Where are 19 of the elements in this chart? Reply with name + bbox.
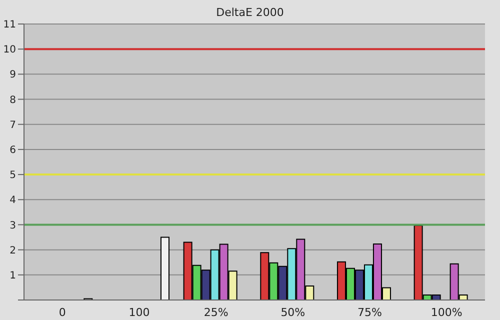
- x-tick-label: 50%: [280, 306, 306, 319]
- y-tick-label: 10: [3, 44, 16, 56]
- y-tick-label: 11: [3, 20, 16, 31]
- bar: [160, 236, 170, 300]
- x-tick-label: 25%: [204, 306, 228, 319]
- x-tick-label: 100%: [430, 306, 462, 319]
- y-tick-label: 3: [10, 220, 16, 232]
- x-tick-label: 100: [128, 306, 150, 319]
- y-tick-label: 1: [10, 270, 16, 282]
- y-tick-label: 4: [10, 195, 16, 206]
- y-tick-label: 2: [10, 245, 16, 256]
- y-tick-label: 9: [10, 70, 16, 81]
- y-tick-label: 6: [10, 145, 16, 156]
- x-tick-label: 0: [58, 306, 66, 319]
- chart-title: DeltaE 2000: [215, 6, 285, 19]
- y-tick-label: 8: [10, 94, 16, 106]
- y-tick-label: 7: [10, 120, 16, 131]
- x-tick-label: 75%: [358, 306, 382, 319]
- y-tick-label: 5: [10, 170, 16, 182]
